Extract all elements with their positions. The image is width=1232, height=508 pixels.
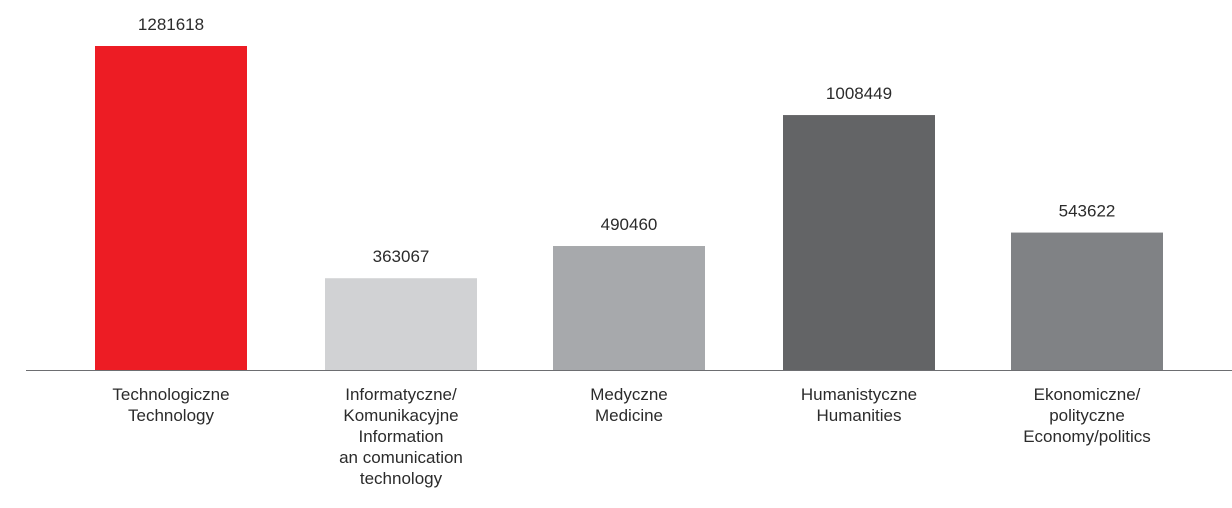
category-label-line: Ekonomiczne/ [1033, 385, 1141, 404]
category-label-4: Ekonomiczne/polityczne Economy/politics [987, 384, 1187, 447]
category-label-line: Humanities [816, 406, 902, 425]
bar-2 [553, 246, 705, 370]
category-label-line: Komunikacyjne [343, 406, 459, 425]
category-label-line: an comunication [339, 448, 463, 467]
category-label-line: Technologiczne [112, 385, 230, 404]
category-label-line: Technology [127, 406, 214, 425]
category-label-line: Medyczne [590, 385, 668, 404]
category-label-2: Medyczne Medicine [529, 384, 729, 426]
category-label-line: technology [359, 469, 443, 488]
category-label-1: Informatyczne/Komunikacyjne Information an… [301, 384, 501, 489]
value-label-2: 490460 [601, 215, 658, 234]
value-labels-group: 1281618 363067 490460 1008449 543622 [138, 15, 1115, 266]
category-label-line: Information [358, 427, 444, 446]
category-label-0: Technologiczne Technology [71, 384, 271, 426]
category-label-line: Medicine [594, 406, 664, 425]
bar-0 [95, 46, 247, 370]
category-label-line: Humanistyczne [800, 385, 918, 404]
bar-1 [325, 278, 477, 370]
category-label-line: Economy/politics [1023, 427, 1151, 446]
bar-3 [783, 115, 935, 370]
bar-4 [1011, 232, 1163, 370]
value-label-4: 543622 [1059, 202, 1116, 221]
value-label-0: 1281618 [138, 15, 204, 34]
category-label-3: Humanistyczne Humanities [759, 384, 959, 426]
bars-group [95, 46, 1163, 370]
category-label-line: polityczne [1049, 406, 1125, 425]
category-label-line: Informatyczne/ [345, 385, 457, 404]
value-label-3: 1008449 [826, 84, 892, 103]
value-label-1: 363067 [373, 247, 430, 266]
